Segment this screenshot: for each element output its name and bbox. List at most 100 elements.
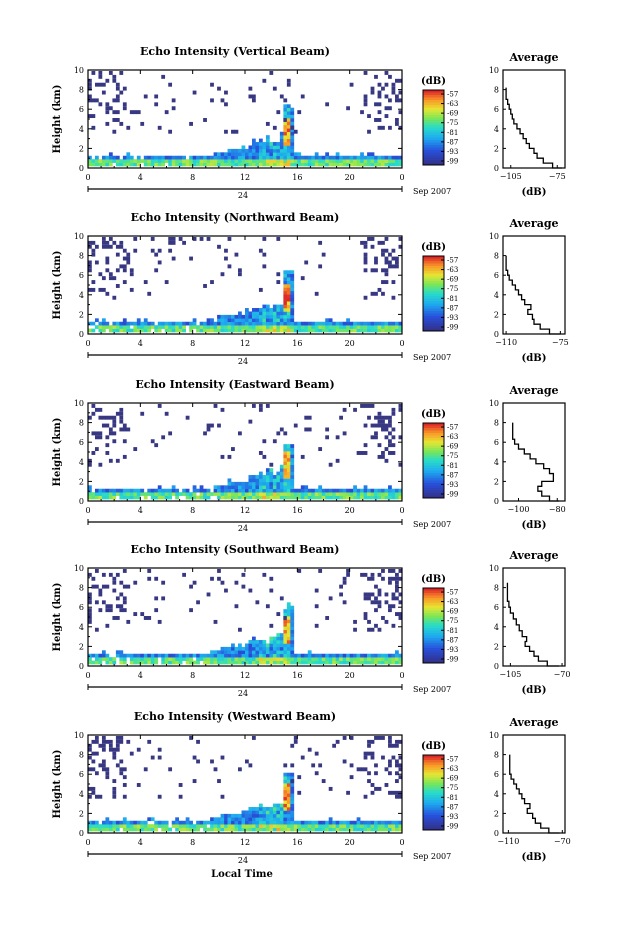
colorbar-swatch	[423, 450, 444, 454]
colorbar-swatch	[423, 807, 444, 811]
colorbar-swatch	[423, 465, 444, 469]
colorbar-swatch	[423, 316, 444, 319]
x-tick-label: 0	[399, 671, 404, 680]
colorbar-swatch	[423, 638, 444, 641]
y-axis-label: Height (km)	[52, 750, 63, 819]
y-tick-label: 0	[79, 829, 84, 838]
x-tick-label: 8	[190, 339, 195, 348]
colorbar-tick-label: -69	[447, 443, 458, 451]
x-tick-label: 0	[85, 838, 90, 847]
colorbar-swatch	[423, 283, 444, 287]
colorbar-swatch	[423, 640, 444, 644]
colorbar-tick-label: -69	[447, 608, 458, 616]
month-label: Sep 2007	[413, 852, 451, 861]
profile-y-tick-label: 0	[494, 330, 499, 339]
profile-x-tick-label: −100	[508, 505, 530, 514]
x-axis-label: Local Time	[211, 869, 273, 880]
y-tick-label: 4	[79, 125, 84, 134]
x-tick-label: 0	[85, 339, 90, 348]
x-tick-label: 16	[292, 173, 302, 182]
colorbar-swatch	[423, 268, 444, 272]
colorbar-swatch	[423, 650, 444, 654]
profile-y-tick-label: 6	[494, 105, 499, 114]
colorbar-swatch	[423, 90, 444, 93]
colorbar-tick-label: -75	[447, 452, 458, 460]
y-tick-label: 8	[79, 252, 84, 261]
colorbar-tick-label: -57	[447, 589, 458, 597]
colorbar-swatch	[423, 286, 444, 289]
colorbar-label: (dB)	[421, 242, 446, 253]
x-tick-label: 12	[240, 671, 250, 680]
colorbar-swatch	[423, 648, 444, 651]
colorbar-swatch	[423, 628, 444, 631]
colorbar-swatch	[423, 445, 444, 449]
colorbar-swatch	[423, 468, 444, 471]
x-tick-label: 0	[85, 506, 90, 515]
colorbar-swatch	[423, 95, 444, 98]
x-tick-label: 0	[399, 838, 404, 847]
colorbar-swatch	[423, 483, 444, 486]
colorbar-swatch	[423, 132, 444, 136]
heatmap-cells	[88, 568, 403, 665]
x-tick-label: 16	[292, 339, 302, 348]
colorbar-swatch	[423, 797, 444, 801]
colorbar-swatch	[423, 150, 444, 153]
profile-y-tick-label: 10	[489, 731, 499, 740]
panel-title: Echo Intensity (Southward Beam)	[131, 543, 340, 556]
colorbar-swatch	[423, 112, 444, 116]
colorbar-swatch	[423, 780, 444, 783]
profile-y-tick-label: 4	[494, 458, 499, 467]
colorbar-swatch	[423, 440, 444, 444]
colorbar-swatch	[423, 608, 444, 611]
colorbar-tick-label: -81	[447, 129, 458, 137]
colorbar-swatch	[423, 630, 444, 634]
y-tick-label: 10	[74, 232, 84, 241]
colorbar-swatch	[423, 278, 444, 282]
colorbar-swatch	[423, 261, 444, 264]
profile-x-tick-label: −110	[497, 837, 519, 846]
colorbar-swatch	[423, 633, 444, 636]
y-tick-label: 0	[79, 497, 84, 506]
colorbar-tick-label: -93	[447, 314, 458, 322]
x-tick-label: 4	[138, 506, 143, 515]
colorbar-swatch	[423, 757, 444, 761]
profile-y-tick-label: 2	[494, 809, 499, 818]
profile-y-tick-label: 6	[494, 271, 499, 280]
heatmap-cells	[88, 70, 403, 167]
colorbar-swatch	[423, 485, 444, 489]
colorbar-swatch	[423, 755, 444, 758]
colorbar-frame	[422, 587, 445, 664]
colorbar-swatch	[423, 800, 444, 803]
y-axis-label: Height (km)	[52, 418, 63, 487]
colorbar-swatch	[423, 605, 444, 609]
x-tick-label: 8	[190, 671, 195, 680]
x-tick-label: 12	[240, 506, 250, 515]
profile-frame	[502, 402, 566, 502]
y-tick-label: 2	[79, 310, 84, 319]
profile-x-tick-label: −110	[495, 338, 517, 347]
y-tick-label: 0	[79, 330, 84, 339]
colorbar-label: (dB)	[421, 409, 446, 420]
heatmap-cells	[88, 735, 403, 832]
colorbar-swatch	[423, 812, 444, 816]
colorbar-tick-label: -75	[447, 784, 458, 792]
colorbar-swatch	[423, 291, 444, 294]
x-tick-label: 4	[138, 838, 143, 847]
colorbar-swatch	[423, 142, 444, 146]
colorbar-swatch	[423, 777, 444, 781]
colorbar-swatch	[423, 296, 444, 299]
colorbar-swatch	[423, 293, 444, 297]
profile-title: Average	[508, 51, 558, 64]
colorbar-swatch	[423, 423, 444, 426]
profile-y-tick-label: 0	[494, 164, 499, 173]
profile-y-tick-label: 10	[489, 399, 499, 408]
colorbar-swatch	[423, 658, 444, 661]
colorbar-tick-label: -87	[447, 636, 458, 644]
y-tick-label: 0	[79, 662, 84, 671]
colorbar-swatch	[423, 127, 444, 131]
